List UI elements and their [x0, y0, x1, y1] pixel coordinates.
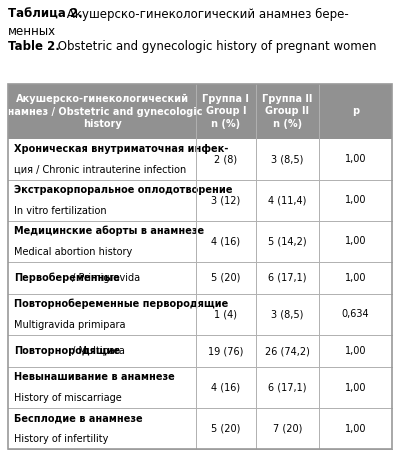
Text: p: p	[352, 106, 359, 116]
Bar	[8, 84, 392, 139]
Text: 1,00: 1,00	[345, 424, 366, 434]
Text: 1,00: 1,00	[345, 236, 366, 246]
Text: Повторнобеременные первородящие: Повторнобеременные первородящие	[14, 299, 228, 309]
Text: In vitro fertilization: In vitro fertilization	[14, 206, 107, 216]
Text: 3 (12): 3 (12)	[211, 195, 240, 206]
Text: Медицинские аборты в анамнезе: Медицинские аборты в анамнезе	[14, 226, 204, 236]
Text: History of miscarriage: History of miscarriage	[14, 393, 122, 403]
Bar	[8, 335, 392, 367]
Text: 1 (4): 1 (4)	[214, 309, 238, 319]
Text: Table 2.: Table 2.	[8, 40, 60, 53]
Text: Экстракорпоральное оплодотворение: Экстракорпоральное оплодотворение	[14, 185, 232, 195]
Text: Повторнородящие: Повторнородящие	[14, 346, 120, 356]
Text: Группа I
Group I
n (%): Группа I Group I n (%)	[202, 94, 249, 129]
Text: Акушерско-гинекологический анамнез бере-: Акушерско-гинекологический анамнез бере-	[63, 8, 349, 21]
Text: Хроническая внутриматочная инфек-: Хроническая внутриматочная инфек-	[14, 144, 228, 154]
Bar	[8, 408, 392, 449]
Text: 1,00: 1,00	[345, 195, 366, 206]
Bar	[8, 139, 392, 180]
Text: 6 (17,1): 6 (17,1)	[268, 273, 307, 283]
Text: 1,00: 1,00	[345, 273, 366, 283]
Text: 1,00: 1,00	[345, 346, 366, 356]
Text: 2 (8): 2 (8)	[214, 154, 238, 164]
Text: 1,00: 1,00	[345, 382, 366, 393]
Text: / Primigravida: / Primigravida	[69, 273, 140, 283]
Text: Группа II
Group II
n (%): Группа II Group II n (%)	[262, 94, 312, 129]
Text: Бесплодие в анамнезе: Бесплодие в анамнезе	[14, 413, 143, 423]
Text: 0,634: 0,634	[342, 309, 369, 319]
Text: ция / Chronic intrauterine infection: ция / Chronic intrauterine infection	[14, 165, 186, 175]
Text: 4 (11,4): 4 (11,4)	[268, 195, 306, 206]
Text: Первобеременные: Первобеременные	[14, 273, 120, 283]
Text: History of infertility: History of infertility	[14, 434, 108, 444]
Text: 3 (8,5): 3 (8,5)	[271, 309, 304, 319]
Text: 6 (17,1): 6 (17,1)	[268, 382, 307, 393]
Text: Medical abortion history: Medical abortion history	[14, 247, 132, 257]
Text: 5 (14,2): 5 (14,2)	[268, 236, 307, 246]
Text: 4 (16): 4 (16)	[211, 382, 240, 393]
Bar	[8, 294, 392, 335]
Text: Акушерско-гинекологический
анамнез / Obstetric and gynecologic
history: Акушерско-гинекологический анамнез / Obs…	[1, 94, 203, 129]
Text: Obstetric and gynecologic history of pregnant women: Obstetric and gynecologic history of pre…	[54, 40, 376, 53]
Text: 5 (20): 5 (20)	[211, 424, 241, 434]
Bar	[8, 367, 392, 408]
Text: Multigravida primipara: Multigravida primipara	[14, 320, 126, 330]
Text: 5 (20): 5 (20)	[211, 273, 241, 283]
Text: Невынашивание в анамнезе: Невынашивание в анамнезе	[14, 372, 175, 382]
Text: 19 (76): 19 (76)	[208, 346, 244, 356]
Text: 7 (20): 7 (20)	[273, 424, 302, 434]
Bar	[8, 180, 392, 221]
Text: менных: менных	[8, 25, 56, 38]
Text: 1,00: 1,00	[345, 154, 366, 164]
Bar	[8, 262, 392, 294]
Text: Таблица 2.: Таблица 2.	[8, 8, 83, 21]
Text: 3 (8,5): 3 (8,5)	[271, 154, 304, 164]
Text: 4 (16): 4 (16)	[211, 236, 240, 246]
Text: 26 (74,2): 26 (74,2)	[265, 346, 310, 356]
Text: / Multipara: / Multipara	[69, 346, 124, 356]
Bar	[8, 221, 392, 262]
Bar	[8, 84, 392, 449]
